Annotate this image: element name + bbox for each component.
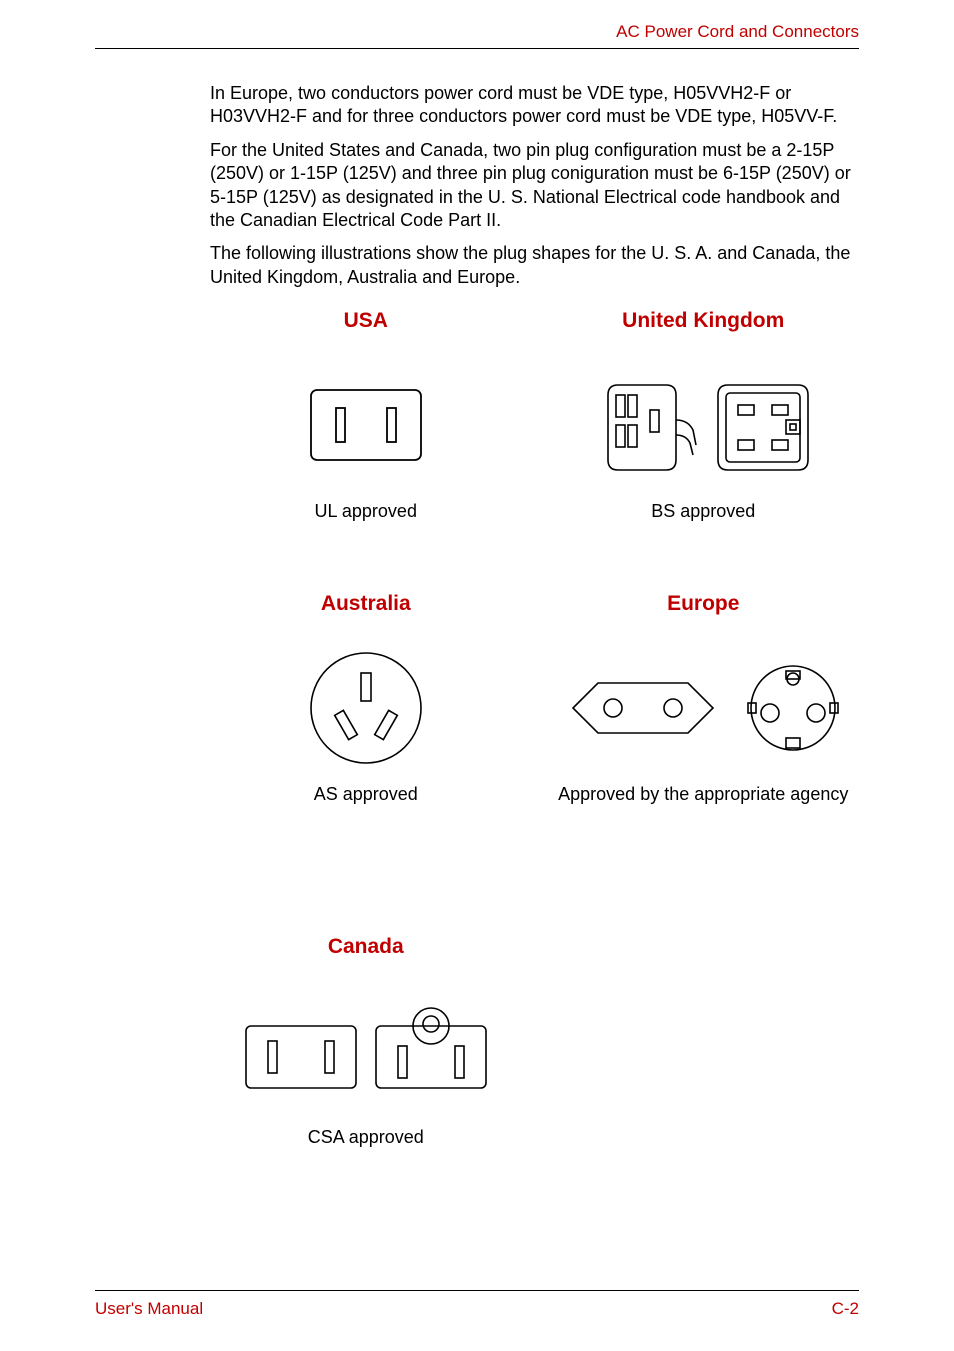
plug-row-1: USA UL approved United Kingdom [210, 309, 859, 522]
plug-europe-caption: Approved by the appropriate agency [547, 784, 859, 805]
header-rule [95, 48, 859, 49]
plug-canada-diagram [210, 981, 522, 1121]
plug-empty-cell [547, 935, 859, 1148]
plug-uk: United Kingdom [547, 309, 859, 522]
plug-usa: USA UL approved [210, 309, 522, 522]
paragraph-illustrations-intro: The following illustrations show the plu… [210, 242, 859, 289]
plug-australia: Australia AS approved [210, 592, 522, 805]
plug-canada: Canada [210, 935, 522, 1148]
content-area: In Europe, two conductors power cord mus… [210, 82, 859, 1148]
plug-australia-caption: AS approved [210, 784, 522, 805]
paragraph-europe: In Europe, two conductors power cord mus… [210, 82, 859, 129]
plug-europe-diagram [547, 638, 859, 778]
plug-uk-caption: BS approved [547, 501, 859, 522]
plug-australia-diagram [210, 638, 522, 778]
plug-australia-title: Australia [210, 592, 522, 616]
plug-canada-title: Canada [210, 935, 522, 959]
paragraph-us-canada: For the United States and Canada, two pi… [210, 139, 859, 233]
plug-usa-caption: UL approved [210, 501, 522, 522]
plug-europe: Europe [547, 592, 859, 805]
page-header-title: AC Power Cord and Connectors [616, 22, 859, 42]
plug-europe-title: Europe [547, 592, 859, 616]
plug-row-3: Canada [210, 935, 859, 1148]
footer-manual-label: User's Manual [95, 1299, 203, 1319]
plug-uk-diagram [547, 355, 859, 495]
plug-grid: USA UL approved United Kingdom [210, 309, 859, 1148]
footer-rule [95, 1290, 859, 1291]
plug-row-2: Australia AS approved [210, 592, 859, 805]
plug-uk-title: United Kingdom [547, 309, 859, 333]
footer-page-number: C-2 [832, 1299, 859, 1319]
plug-usa-diagram [210, 355, 522, 495]
plug-usa-title: USA [210, 309, 522, 333]
plug-canada-caption: CSA approved [210, 1127, 522, 1148]
